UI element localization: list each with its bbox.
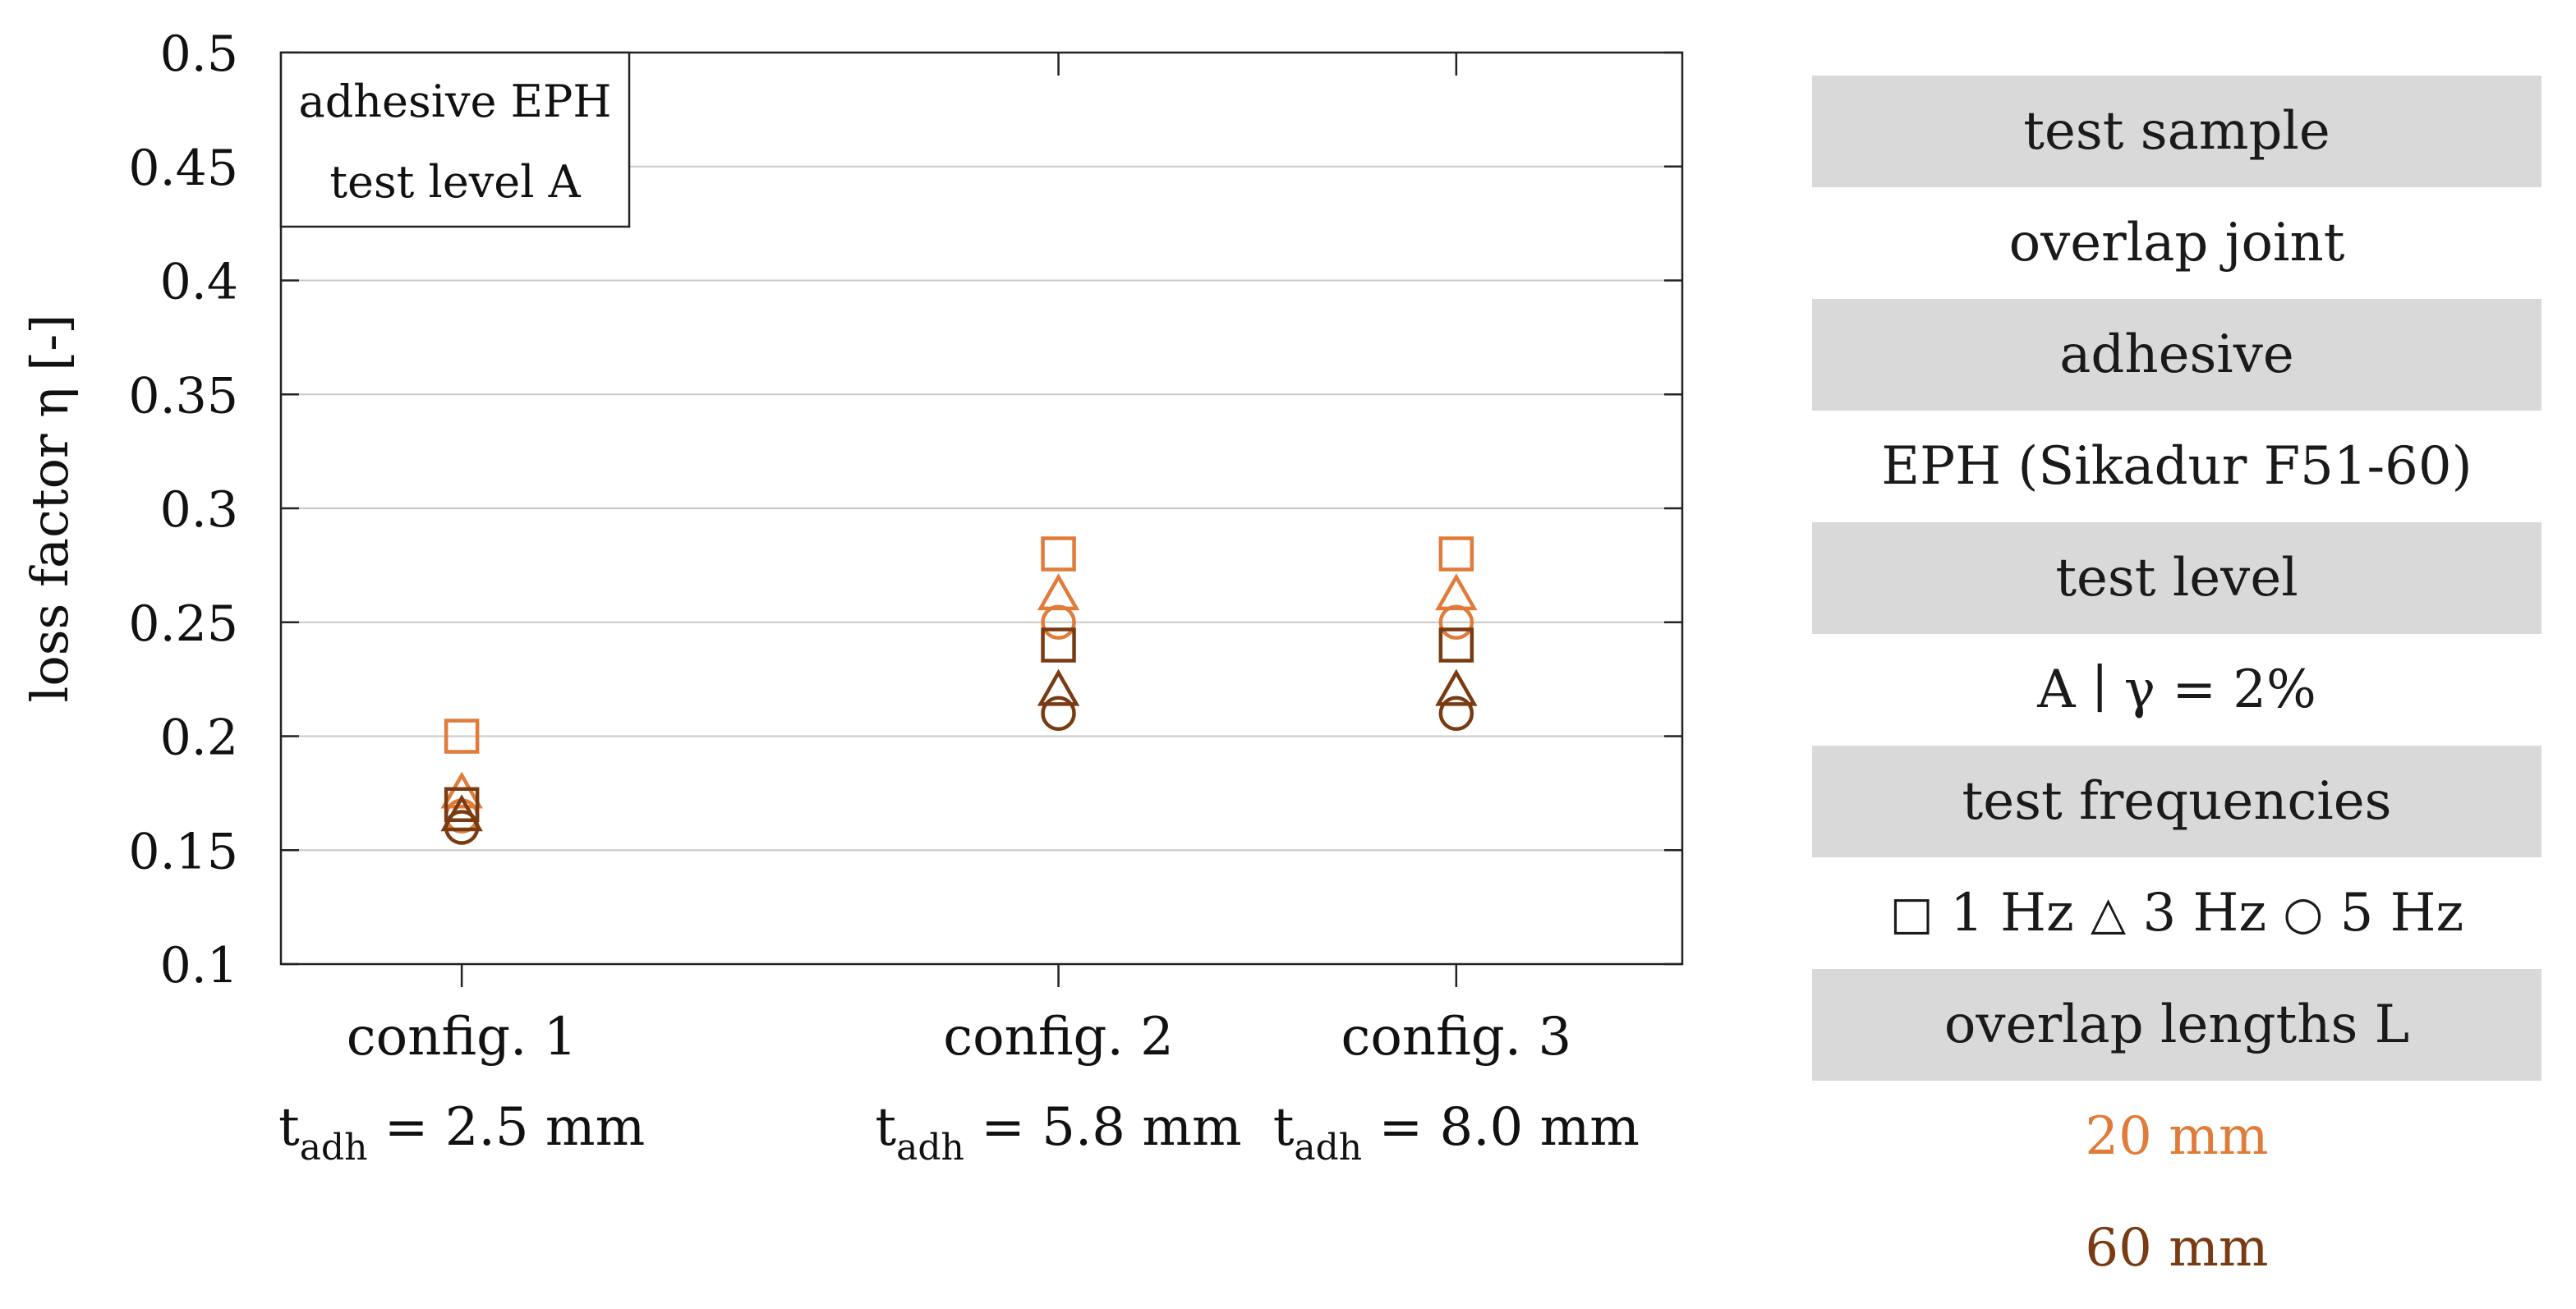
marker-circle	[1438, 696, 1474, 731]
circle-icon: ○	[2283, 886, 2324, 940]
loss-factor-chart: 0.1 0.15 0.2 0.25 0.3 0.35 0.4 0.45 0.5 loss fac…	[20, 25, 1684, 1169]
y-tick-label: 0.35	[128, 367, 238, 425]
legend-table: test sample overlap joint adhesive EPH (…	[1812, 76, 2542, 1304]
x-category-label: config. 1	[347, 1007, 577, 1068]
square-icon: □	[1889, 886, 1934, 940]
annotation-box: adhesive EPH test level A	[279, 51, 631, 228]
x-category-label: config. 3	[1341, 1007, 1572, 1068]
freq-1hz-label: 1 Hz	[1933, 883, 2091, 944]
annotation-line-1: adhesive EPH	[299, 76, 612, 127]
value-test-level: A ∣ γ = 2%	[2037, 659, 2316, 720]
value-test-frequencies: □ 1 Hz △ 3 Hz ○ 5 Hz	[1812, 857, 2542, 969]
x-category-labels: config. 1 tadh = 2.5 mm config. 2 tadh = 5.…	[278, 1007, 1640, 1169]
marker-square	[1438, 536, 1474, 572]
marker-circle	[444, 810, 480, 845]
marker-square	[444, 719, 480, 754]
x-thickness-label: tadh = 2.5 mm	[278, 1097, 645, 1169]
marker-square	[444, 787, 480, 822]
y-tick-label: 0.45	[128, 140, 238, 197]
marker-square	[1041, 627, 1076, 663]
marker-triangle	[440, 771, 483, 809]
freq-5hz-label: 5 Hz	[2323, 883, 2464, 944]
y-axis-label: loss factor η [-]	[20, 315, 80, 703]
y-tick-label: 0.2	[160, 710, 238, 767]
y-tick-labels: 0.1 0.15 0.2 0.25 0.3 0.35 0.4 0.45 0.5	[128, 25, 238, 994]
marker-triangle	[1435, 573, 1478, 611]
y-tick-label: 0.15	[128, 823, 238, 880]
legend-overlap-60mm: 60 mm	[2085, 1218, 2269, 1279]
x-category-label: config. 2	[943, 1007, 1174, 1068]
marker-square	[1041, 536, 1076, 572]
header-adhesive: adhesive	[1812, 299, 2542, 411]
grid-lines	[281, 165, 1682, 852]
header-overlap-lengths: overlap lengths L	[1812, 969, 2542, 1081]
annotation-line-2: test level A	[329, 156, 581, 208]
marker-square	[1438, 627, 1474, 663]
freq-3hz-label: 3 Hz	[2126, 883, 2284, 944]
marker-circle	[1041, 604, 1076, 640]
marker-circle	[1041, 696, 1076, 731]
triangle-icon: △	[2091, 886, 2127, 940]
y-tick-label: 0.25	[128, 595, 238, 653]
x-thickness-label: tadh = 8.0 mm	[1273, 1097, 1640, 1169]
y-tick-label: 0.3	[160, 481, 238, 539]
header-test-level: test level	[1812, 522, 2542, 634]
y-tick-label: 0.4	[160, 254, 238, 311]
value-adhesive: EPH (Sikadur F51-60)	[1881, 436, 2472, 497]
marker-triangle	[1435, 668, 1478, 706]
marker-triangle	[1037, 573, 1080, 611]
x-thickness-label: tadh = 5.8 mm	[875, 1097, 1241, 1169]
value-test-sample: overlap joint	[2008, 213, 2345, 273]
header-test-sample: test sample	[1812, 76, 2542, 187]
marker-triangle	[1037, 668, 1080, 706]
legend-overlap-20mm: 20 mm	[2085, 1106, 2269, 1167]
data-markers	[440, 536, 1478, 845]
marker-circle	[1438, 604, 1474, 640]
y-tick-label: 0.1	[160, 937, 238, 994]
y-tick-label: 0.5	[160, 25, 238, 83]
header-test-frequencies: test frequencies	[1812, 746, 2542, 857]
